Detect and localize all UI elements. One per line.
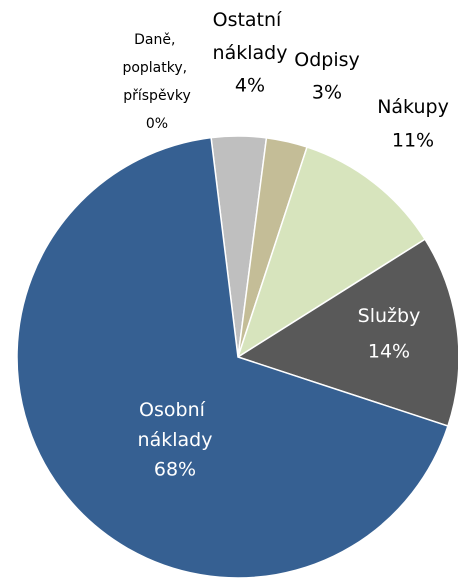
pie-slice (236, 238, 458, 427)
value-label: 11% (392, 130, 434, 152)
value-label: 0% (146, 116, 168, 132)
label-line: Nákupy (377, 96, 449, 118)
label-line: náklady (138, 429, 213, 451)
slice-label: Nákupy (377, 96, 449, 118)
slice-label: Odpisy (294, 49, 360, 71)
slice-label: Služby (358, 305, 421, 327)
label-line: Ostatní (213, 9, 288, 31)
label-line: Odpisy (294, 49, 360, 71)
value-label: 68% (154, 459, 196, 481)
value-label: 14% (368, 341, 410, 363)
slice-label: Osobní náklady (138, 399, 213, 451)
label-line: poplatky, (122, 60, 191, 76)
label-line: náklady (213, 42, 288, 64)
slice-label: Daně, poplatky, příspěvky (122, 32, 191, 104)
label-line: příspěvky (123, 88, 191, 104)
value-label: 3% (312, 82, 342, 104)
pie-slice (236, 146, 427, 359)
label-line: Osobní (139, 399, 211, 421)
label-line: Daně, (134, 32, 180, 48)
pie-slice (16, 136, 449, 579)
slice-label: Ostatní náklady (213, 9, 288, 64)
value-label: 4% (235, 75, 265, 97)
label-line: Služby (358, 305, 421, 327)
